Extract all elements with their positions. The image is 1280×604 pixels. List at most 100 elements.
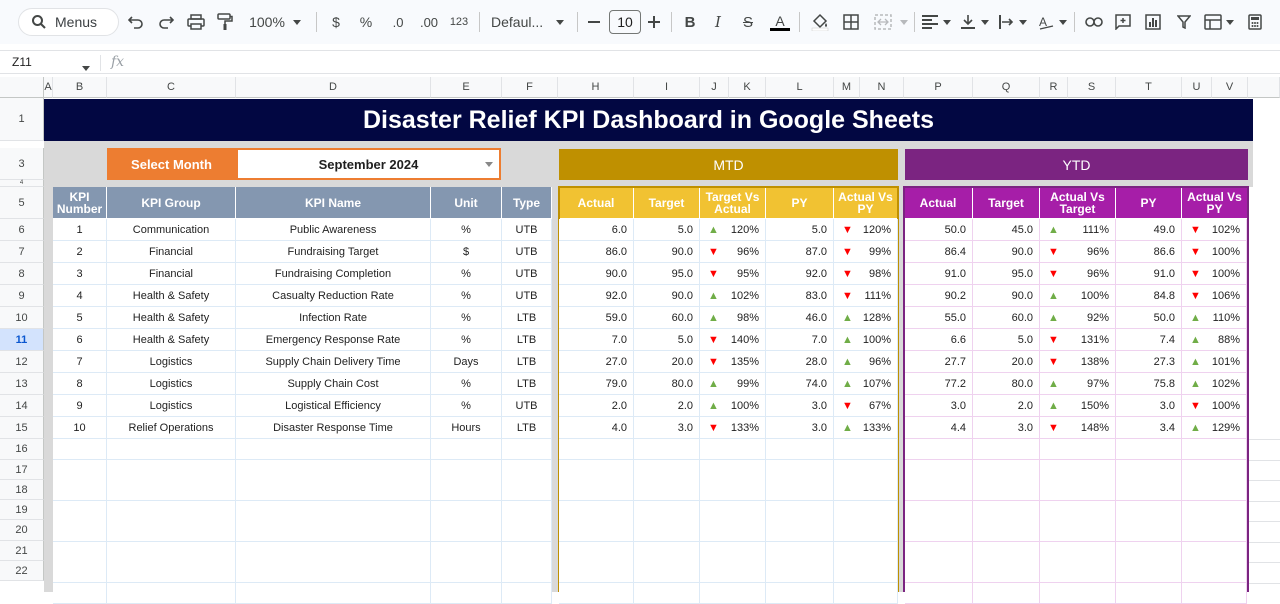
column-header[interactable]: V <box>1212 77 1248 98</box>
mtd-target[interactable]: 95.0 <box>634 263 700 285</box>
kpi-unit[interactable]: % <box>431 329 502 351</box>
empty-cell[interactable] <box>1182 583 1247 604</box>
strikethrough-icon[interactable]: S <box>742 13 753 31</box>
empty-cell[interactable] <box>236 501 431 522</box>
ytd-actual[interactable]: 90.2 <box>905 285 973 307</box>
undo-icon[interactable] <box>127 11 145 33</box>
insert-link-icon[interactable] <box>1084 11 1104 33</box>
empty-cell[interactable] <box>1116 439 1182 460</box>
menus-search[interactable]: Menus <box>18 8 119 36</box>
empty-cell[interactable] <box>1182 480 1247 501</box>
empty-cell[interactable] <box>107 501 236 522</box>
increase-decimal[interactable]: .00 <box>417 11 441 33</box>
row-header[interactable]: 11 <box>0 329 44 351</box>
empty-cell[interactable] <box>559 562 634 583</box>
empty-cell[interactable] <box>1182 521 1247 542</box>
kpi-type[interactable]: UTB <box>502 241 552 263</box>
kpi-name[interactable]: Supply Chain Delivery Time <box>236 351 431 373</box>
kpi-type[interactable]: LTB <box>502 307 552 329</box>
empty-cell[interactable] <box>53 439 107 460</box>
zoom-select[interactable]: 100% <box>246 11 288 33</box>
empty-cell[interactable] <box>53 480 107 501</box>
empty-cell[interactable] <box>107 562 236 583</box>
mtd-target[interactable]: 3.0 <box>634 417 700 439</box>
empty-cell[interactable] <box>973 501 1040 522</box>
ytd-target[interactable]: 90.0 <box>973 285 1040 307</box>
text-color-icon[interactable]: A <box>770 11 790 33</box>
empty-cell[interactable] <box>1116 562 1182 583</box>
empty-cell[interactable] <box>431 439 502 460</box>
column-header[interactable]: C <box>107 77 236 98</box>
ytd-target[interactable]: 60.0 <box>973 307 1040 329</box>
row-header[interactable]: 6 <box>0 219 44 241</box>
kpi-group[interactable]: Health & Safety <box>107 285 236 307</box>
zoom-caret-icon[interactable] <box>292 11 302 33</box>
empty-cell[interactable] <box>766 439 834 460</box>
mtd-target[interactable]: 60.0 <box>634 307 700 329</box>
kpi-unit[interactable]: % <box>431 373 502 395</box>
paint-format-icon[interactable] <box>215 11 235 33</box>
column-header[interactable]: P <box>904 77 973 98</box>
empty-cell[interactable] <box>834 562 898 583</box>
ytd-py[interactable]: 50.0 <box>1116 307 1182 329</box>
empty-cell[interactable] <box>634 439 700 460</box>
column-header[interactable]: M <box>834 77 860 98</box>
empty-cell[interactable] <box>502 460 552 481</box>
empty-cell[interactable] <box>1040 562 1116 583</box>
empty-cell[interactable] <box>107 460 236 481</box>
empty-cell[interactable] <box>502 439 552 460</box>
empty-cell[interactable] <box>53 460 107 481</box>
mtd-actual[interactable]: 7.0 <box>559 329 634 351</box>
empty-cell[interactable] <box>1040 583 1116 604</box>
empty-cell[interactable] <box>700 542 766 563</box>
mtd-py[interactable]: 74.0 <box>766 373 834 395</box>
kpi-number[interactable]: 8 <box>53 373 107 395</box>
halign-caret-icon[interactable] <box>942 11 952 33</box>
row-header[interactable]: 1 <box>0 98 44 141</box>
empty-cell[interactable] <box>766 480 834 501</box>
bold-icon[interactable]: B <box>684 13 696 31</box>
mtd-target[interactable]: 80.0 <box>634 373 700 395</box>
kpi-unit[interactable]: % <box>431 395 502 417</box>
vertical-align-icon[interactable] <box>959 11 977 33</box>
empty-cell[interactable] <box>634 460 700 481</box>
empty-cell[interactable] <box>53 501 107 522</box>
empty-cell[interactable] <box>236 439 431 460</box>
kpi-type[interactable]: LTB <box>502 329 552 351</box>
mtd-py[interactable]: 92.0 <box>766 263 834 285</box>
empty-cell[interactable] <box>431 460 502 481</box>
functions-icon[interactable] <box>1246 11 1264 33</box>
empty-cell[interactable] <box>1182 439 1247 460</box>
merge-caret-icon[interactable] <box>899 11 909 33</box>
ytd-target[interactable]: 2.0 <box>973 395 1040 417</box>
ytd-actual[interactable]: 4.4 <box>905 417 973 439</box>
mtd-actual[interactable]: 86.0 <box>559 241 634 263</box>
empty-cell[interactable] <box>634 501 700 522</box>
empty-cell[interactable] <box>1182 501 1247 522</box>
row-header[interactable]: 4 <box>0 180 44 187</box>
ytd-actual[interactable]: 91.0 <box>905 263 973 285</box>
kpi-group[interactable]: Logistics <box>107 373 236 395</box>
mtd-py[interactable]: 3.0 <box>766 395 834 417</box>
print-icon[interactable] <box>186 11 206 33</box>
mtd-actual[interactable]: 59.0 <box>559 307 634 329</box>
kpi-number[interactable]: 2 <box>53 241 107 263</box>
row-header[interactable]: 7 <box>0 241 44 263</box>
empty-cell[interactable] <box>559 583 634 604</box>
kpi-unit[interactable]: % <box>431 285 502 307</box>
kpi-type[interactable]: LTB <box>502 373 552 395</box>
empty-cell[interactable] <box>834 480 898 501</box>
empty-cell[interactable] <box>700 480 766 501</box>
currency-format[interactable]: $ <box>330 11 342 33</box>
kpi-group[interactable]: Health & Safety <box>107 329 236 351</box>
kpi-type[interactable]: UTB <box>502 285 552 307</box>
empty-cell[interactable] <box>834 501 898 522</box>
font-size-input[interactable]: 10 <box>609 10 641 34</box>
empty-cell[interactable] <box>1040 542 1116 563</box>
empty-cell[interactable] <box>502 480 552 501</box>
empty-cell[interactable] <box>905 521 973 542</box>
empty-cell[interactable] <box>973 439 1040 460</box>
empty-cell[interactable] <box>502 501 552 522</box>
empty-cell[interactable] <box>1040 480 1116 501</box>
empty-cell[interactable] <box>1182 460 1247 481</box>
